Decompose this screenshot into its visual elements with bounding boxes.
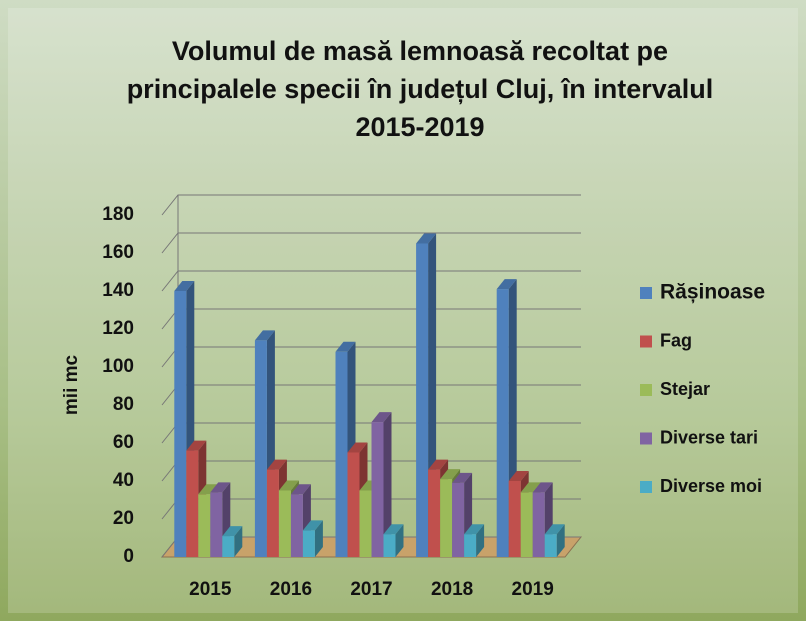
bar bbox=[509, 481, 521, 557]
bar bbox=[336, 352, 348, 557]
y-tick-label: 80 bbox=[113, 394, 134, 415]
bar bbox=[291, 494, 303, 557]
chart-title: Volumul de masă lemnoasă recoltat pe pri… bbox=[120, 32, 720, 146]
y-axis-label: mii mc bbox=[61, 354, 82, 415]
bar bbox=[279, 491, 291, 558]
bar bbox=[222, 536, 234, 557]
x-tick-label: 2019 bbox=[512, 579, 554, 600]
y-tick-label: 180 bbox=[102, 204, 134, 225]
y-tick-label: 40 bbox=[113, 470, 134, 491]
bar bbox=[174, 291, 186, 557]
bar bbox=[428, 470, 440, 557]
bar bbox=[198, 494, 210, 557]
legend-label: Rășinoase bbox=[660, 281, 765, 304]
x-tick-label: 2016 bbox=[270, 579, 312, 600]
legend-swatch bbox=[640, 433, 652, 445]
bar bbox=[255, 340, 267, 557]
bar bbox=[210, 492, 222, 557]
bar bbox=[416, 244, 428, 558]
bar bbox=[348, 453, 360, 558]
bar bbox=[452, 483, 464, 557]
bar bbox=[497, 289, 509, 557]
bar bbox=[186, 451, 198, 557]
legend-label: Fag bbox=[660, 330, 692, 350]
y-tick-label: 60 bbox=[113, 432, 134, 453]
legend-swatch bbox=[640, 336, 652, 348]
y-tick-label: 0 bbox=[123, 546, 134, 567]
bar bbox=[372, 422, 384, 557]
bar bbox=[521, 492, 533, 557]
legend-swatch bbox=[640, 384, 652, 396]
y-tick-label: 140 bbox=[102, 280, 134, 301]
x-tick-label: 2015 bbox=[189, 579, 232, 600]
page: mii mc 0 20 40 60 80 100 120 140 160 180 2015 2016 2… bbox=[0, 0, 806, 621]
bar bbox=[533, 492, 545, 557]
bar bbox=[545, 534, 557, 557]
bar bbox=[360, 491, 372, 558]
legend-label: Stejar bbox=[660, 379, 710, 399]
legend-swatch bbox=[640, 481, 652, 493]
legend-label: Diverse moi bbox=[660, 476, 762, 496]
y-tick-label: 120 bbox=[102, 318, 134, 339]
bar bbox=[267, 470, 279, 557]
bar bbox=[384, 534, 396, 557]
bar bbox=[440, 479, 452, 557]
bar bbox=[464, 534, 476, 557]
legend-label: Diverse tari bbox=[660, 427, 758, 447]
bar bbox=[303, 530, 315, 557]
y-tick-label: 160 bbox=[102, 242, 134, 263]
legend-swatch bbox=[640, 287, 652, 299]
y-tick-label: 100 bbox=[102, 356, 134, 377]
y-tick-label: 20 bbox=[113, 508, 134, 529]
x-tick-label: 2018 bbox=[431, 579, 473, 600]
x-tick-label: 2017 bbox=[350, 579, 392, 600]
